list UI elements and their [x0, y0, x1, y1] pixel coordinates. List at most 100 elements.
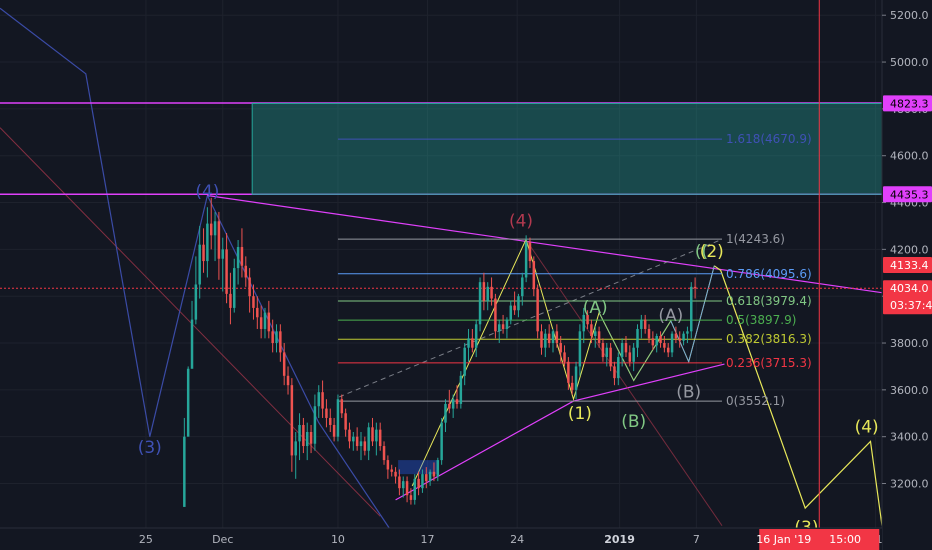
candle-body: [282, 352, 286, 376]
candle-body: [183, 436, 186, 507]
candle-body: [186, 368, 190, 437]
candle-body: [617, 357, 620, 379]
candle-body: [509, 305, 513, 320]
fib-retracement: 1(4243.6) 0.786(4095.6) 0.618(3979.4) 0.5(3…: [337, 232, 812, 475]
trend-line: [713, 265, 883, 526]
candle-body: [478, 282, 482, 325]
candle-body: [386, 460, 390, 470]
candle-body: [601, 343, 605, 358]
candle-body: [302, 424, 305, 447]
candle-body: [666, 347, 670, 353]
price-badge: [883, 95, 932, 112]
wave-label: (4): [855, 417, 879, 437]
fib-level-label: 0(3552.1): [726, 394, 785, 408]
candle-body: [390, 469, 393, 472]
wave-label: (3): [138, 438, 162, 458]
time-tick-label: 7: [693, 533, 700, 546]
price-badge-label: 4823.3: [890, 97, 929, 110]
candle-body: [290, 385, 294, 456]
candle-body: [682, 333, 685, 341]
candle-body: [551, 331, 555, 344]
time-tick-label: 10: [331, 533, 345, 546]
candle-body: [313, 406, 317, 444]
candle-body: [451, 399, 455, 409]
wave-label: (4): [195, 182, 219, 202]
candle-body: [620, 343, 624, 358]
candle-body: [359, 441, 363, 447]
price-tick-label: 3400.0: [890, 431, 929, 444]
candle-body: [586, 314, 589, 325]
candles: [183, 197, 697, 507]
candle-body: [659, 336, 662, 344]
candle-body: [363, 441, 367, 451]
candle-body: [597, 331, 601, 344]
candle-body: [474, 324, 478, 348]
trend-line: [0, 127, 381, 517]
fib-level-label: 1(4243.6): [726, 232, 785, 246]
candle-body: [394, 471, 397, 477]
candle-body: [209, 223, 213, 236]
candle-body: [428, 471, 432, 482]
candle-body: [440, 422, 443, 461]
candle-body: [206, 223, 209, 262]
price-tick-label: 4200.0: [890, 243, 929, 256]
candle-body: [298, 424, 301, 442]
candle-body: [690, 286, 693, 332]
price-tick-label: 5000.0: [890, 56, 929, 69]
candle-body: [248, 277, 251, 297]
price-badge-label: 4435.3: [890, 188, 929, 201]
candle-body: [378, 429, 382, 447]
price-axis-bg: [882, 0, 932, 550]
candle-body: [663, 343, 666, 348]
candle-body: [375, 429, 378, 442]
fib-extension-label: 1.618(4670.9): [726, 132, 812, 146]
wave-label: (B): [621, 412, 646, 432]
price-badge: [883, 256, 932, 273]
price-badge-label: 4133.4: [890, 259, 929, 272]
candle-body: [417, 478, 420, 489]
candle-body: [236, 247, 240, 269]
fib-level-label: 0.5(3897.9): [726, 313, 796, 327]
candle-body: [536, 289, 539, 332]
candle-body: [382, 446, 386, 461]
target-zone-box: [251, 102, 883, 195]
price-axis[interactable]: 5200.05000.04800.04600.04400.04200.04000…: [881, 0, 932, 550]
candle-body: [436, 460, 440, 477]
candle-body: [567, 361, 570, 383]
candle-body: [655, 336, 658, 346]
candle-body: [198, 244, 201, 285]
candle-body: [609, 347, 612, 367]
wave-label: (B): [676, 383, 701, 403]
candle-body: [624, 343, 628, 353]
candle-body: [432, 471, 436, 477]
price-tick-label: 3200.0: [890, 478, 929, 491]
candle-body: [348, 429, 351, 442]
candle-body: [317, 392, 320, 407]
candle-body: [367, 427, 370, 451]
price-badge: [883, 280, 932, 315]
candle-body: [521, 277, 524, 297]
candle-body: [286, 375, 290, 386]
wave-label: (2): [700, 242, 724, 262]
candle-body: [524, 242, 528, 278]
fib-level-label: 0.786(4095.6): [726, 267, 812, 281]
time-axis-bg: [0, 528, 882, 550]
trend-line: [598, 312, 672, 382]
candle-body: [482, 282, 486, 301]
candle-body: [225, 249, 228, 294]
candle-body: [409, 495, 413, 500]
candle-body: [486, 286, 489, 301]
candle-body: [497, 324, 501, 332]
price-tick-label: 3800.0: [890, 337, 929, 350]
candle-body: [279, 331, 282, 353]
candle-body: [528, 242, 532, 262]
candle-body: [574, 366, 578, 390]
price-tick-label: 3600.0: [890, 384, 929, 397]
candle-body: [355, 436, 359, 447]
trend-line: [525, 239, 723, 526]
candle-body: [229, 293, 232, 308]
wave-label: ((: [695, 242, 708, 262]
candle-body: [221, 249, 224, 259]
